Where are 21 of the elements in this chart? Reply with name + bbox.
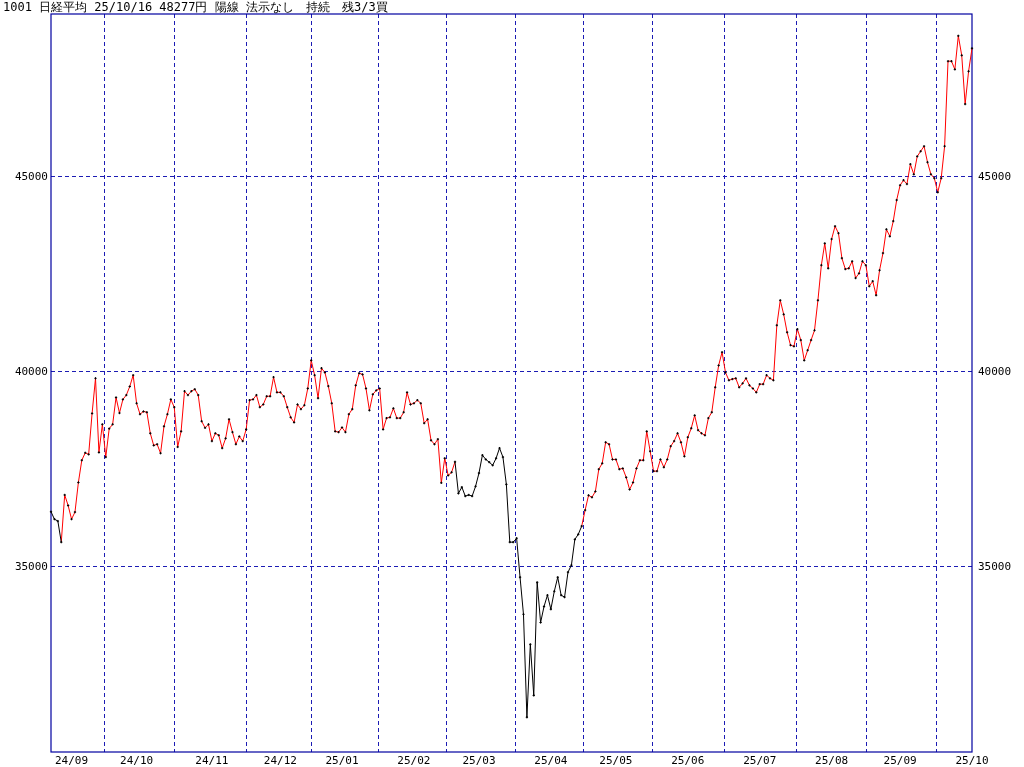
y2-tick-label: 40000 (978, 365, 1012, 379)
x-tick-label: 24/10 (120, 754, 154, 767)
chart-title: 1001 日経平均 25/10/16 48277円 陽線 法示なし 持続 残3/3買 (3, 0, 388, 14)
y-tick-label: 40000 (14, 365, 48, 379)
x-tick-label: 24/09 (54, 754, 89, 767)
x-tick-label: 25/02 (397, 754, 431, 767)
x-tick-label: 25/01 (325, 754, 359, 767)
x-tick-label: 25/10 (955, 754, 989, 767)
x-tick-label: 25/06 (671, 754, 705, 767)
x-tick-label: 25/08 (815, 754, 849, 767)
y-tick-label: 45000 (14, 170, 48, 184)
x-tick-label: 25/07 (743, 754, 777, 767)
x-tick-label: 25/03 (462, 754, 496, 767)
x-tick-label: 24/12 (263, 754, 297, 767)
y2-tick-label: 35000 (978, 560, 1012, 574)
x-tick-label: 25/09 (883, 754, 917, 767)
y2-tick-label: 45000 (978, 170, 1012, 184)
x-tick-label: 24/11 (195, 754, 229, 767)
x-tick-label: 25/05 (599, 754, 633, 767)
y-tick-label: 35000 (14, 560, 48, 574)
x-tick-label: 25/04 (534, 754, 568, 767)
